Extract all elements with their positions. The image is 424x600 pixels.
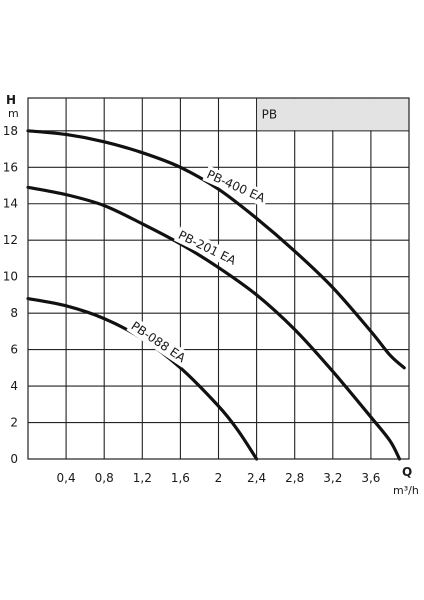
x-axis-title: Q [402, 465, 412, 479]
y-tick-label: 12 [3, 233, 18, 247]
curve-label-group: PB-201 EA [173, 226, 242, 270]
curve-label-group: PB-088 EA [126, 316, 191, 368]
x-tick-label: 2,8 [285, 471, 304, 485]
x-tick-label: 3,2 [323, 471, 342, 485]
plot-frame [27, 97, 410, 460]
x-tick-label: 0,4 [57, 471, 76, 485]
y-tick-label: 16 [3, 160, 18, 174]
series-curve-pb-201-ea [26, 185, 402, 461]
x-tick-label: 1,2 [133, 471, 152, 485]
grid [28, 98, 409, 459]
y-tick-label: 0 [10, 452, 18, 466]
curve-label-background [173, 226, 242, 270]
y-tick-label: 8 [10, 306, 18, 320]
y-tick-label: 14 [3, 197, 18, 211]
x-tick-label: 2,4 [247, 471, 266, 485]
y-axis-unit: m [8, 107, 19, 120]
x-tick-label: 2 [215, 471, 223, 485]
y-tick-labels: 0 2 4 6 8 10 12 14 16 18 [3, 124, 18, 466]
x-tick-labels: 0,4 0,8 1,2 1,6 2 2,4 2,8 3,2 3,6 [57, 471, 381, 485]
x-tick-label: 1,6 [171, 471, 190, 485]
pb-badge-label: PB [262, 107, 277, 121]
curve-label: PB-088 EA [129, 319, 189, 366]
x-axis-unit: m³/h [393, 484, 419, 497]
y-tick-label: 6 [10, 343, 18, 357]
y-axis-title: H [6, 93, 16, 107]
x-tick-label: 3,6 [361, 471, 380, 485]
y-tick-label: 18 [3, 124, 18, 138]
curve-label-background [202, 165, 271, 208]
pb-badge-background [257, 98, 409, 131]
curve-label-background [126, 316, 191, 368]
y-tick-label: 10 [3, 270, 18, 284]
y-tick-label: 2 [10, 416, 18, 430]
y-tick-label: 4 [10, 379, 18, 393]
series-curve-pb-400-ea [26, 129, 406, 370]
x-tick-label: 0,8 [95, 471, 114, 485]
